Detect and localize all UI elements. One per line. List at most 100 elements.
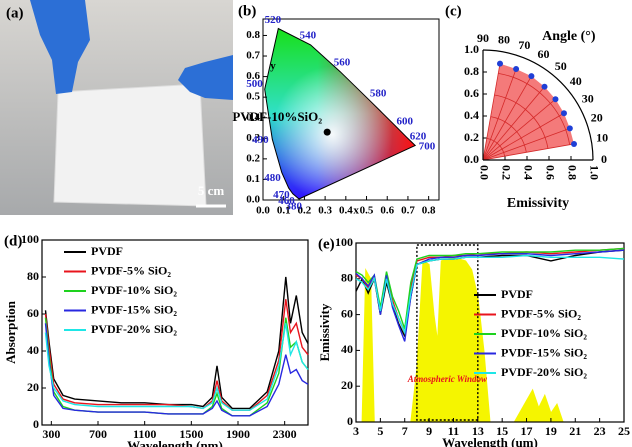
data-point	[513, 66, 519, 72]
legend-label: PVDF-10% SiO₂	[91, 283, 177, 297]
y-tick-label: 40	[341, 342, 353, 356]
panel-label: (b)	[238, 3, 256, 19]
wavelength-label: 520	[265, 14, 282, 26]
data-point	[528, 73, 534, 79]
y-tick-label: 40	[27, 343, 39, 357]
y-tick-label: 0.0	[246, 194, 260, 206]
fabric	[54, 84, 206, 206]
y-tick-label: 0.6	[464, 86, 479, 100]
x-axis-label: Emissivity	[507, 196, 569, 211]
x-tick-label: 0.6	[380, 205, 394, 217]
wavelength-label: 600	[396, 116, 413, 128]
panel-label: (d)	[4, 233, 22, 249]
y-tick-label: 60	[27, 306, 39, 320]
legend-label: PVDF	[91, 244, 123, 258]
y-tick-label: 80	[27, 269, 39, 283]
y-tick-label: 100	[21, 232, 39, 246]
series-line	[356, 250, 624, 336]
angle-label: 50	[555, 59, 567, 73]
angle-label: 70	[518, 38, 530, 52]
angle-label: 0	[601, 152, 607, 166]
x-tick-label: 19	[545, 424, 557, 438]
angle-label: 30	[582, 91, 594, 105]
y-tick-label: 20	[27, 380, 39, 394]
y-axis-label: Absorption	[3, 300, 18, 364]
y-tick-label: 0.8	[464, 64, 479, 78]
wavelength-label: 580	[370, 88, 387, 100]
legend-label: PVDF-5% SiO₂	[91, 263, 171, 277]
point-label: PVDF-10%SiO₂	[232, 109, 322, 124]
legend-label: PVDF-5% SiO₂	[501, 306, 581, 320]
x-tick-label: 23	[594, 424, 606, 438]
x-axis-label: Wavelength (nm)	[127, 438, 223, 447]
x-tick-label: 0.8	[422, 205, 436, 217]
x-tick-label: 0.7	[401, 205, 415, 217]
legend-label: PVDF	[501, 287, 533, 301]
window-label: Atmospheric Window	[407, 374, 488, 384]
x-tick-label: 5	[377, 424, 383, 438]
figure: 5 cm (a) 0.00.10.20.30.40.50.60.70.80.00…	[0, 0, 632, 447]
x-tick-label: 21	[569, 424, 581, 438]
y-tick-label: 80	[341, 271, 353, 285]
y-axis-label: Emissivity	[317, 303, 332, 361]
x-tick-label: 300	[42, 427, 60, 441]
x-tick-label: 7	[402, 424, 408, 438]
x-tick-label: 1900	[226, 427, 250, 441]
scale-bar-label: 5 cm	[198, 183, 225, 198]
y-tick-label: 0	[347, 414, 353, 428]
x-tick-label: 0.8	[565, 165, 579, 180]
x-tick-label: 0.0	[477, 165, 491, 180]
legend-label: PVDF-10% SiO₂	[501, 326, 587, 340]
series-line	[46, 323, 309, 416]
wavelength-label: 700	[419, 140, 436, 152]
x-tick-label: 1.0	[587, 165, 601, 180]
y-tick-label: 0.0	[464, 152, 479, 166]
wavelength-label: 490	[252, 134, 269, 146]
angle-label: 20	[591, 110, 603, 124]
panel-label: (a)	[6, 5, 24, 21]
x-tick-label: 700	[89, 427, 107, 441]
x-tick-label: 0.4	[339, 205, 353, 217]
angle-label: 10	[596, 131, 608, 145]
x-tick-label: 0.5	[360, 205, 374, 217]
angle-label: 40	[570, 74, 582, 88]
y-axis-label: y	[270, 60, 276, 72]
x-axis-label: x	[353, 205, 359, 217]
y-tick-label: 0.7	[246, 50, 260, 62]
legend-label: PVDF-15% SiO₂	[501, 345, 587, 359]
y-tick-label: 0.5	[246, 91, 260, 103]
y-tick-label: 100	[335, 235, 353, 249]
wavelength-label: 560	[334, 56, 351, 68]
y-tick-label: 0.4	[464, 108, 479, 122]
legend-label: PVDF-20% SiO₂	[91, 322, 177, 336]
x-tick-label: 0.6	[543, 165, 557, 180]
x-tick-label: 9	[426, 424, 432, 438]
y-tick-label: 0.2	[246, 152, 260, 164]
data-point	[552, 96, 558, 102]
wavelength-label: 500	[246, 78, 263, 90]
y-tick-label: 0	[33, 417, 39, 431]
legend-label: PVDF-15% SiO₂	[91, 302, 177, 316]
data-point	[571, 141, 577, 147]
x-tick-label: 2300	[273, 427, 297, 441]
y-tick-label: 0.2	[464, 130, 479, 144]
angle-label: 60	[538, 47, 550, 61]
wavelength-label: 540	[300, 30, 317, 42]
data-point	[542, 84, 548, 90]
legend-label: PVDF-20% SiO₂	[501, 365, 587, 379]
data-point	[497, 61, 503, 67]
series-line	[46, 323, 309, 410]
x-tick-label: 0.0	[256, 205, 270, 217]
chromaticity-point	[324, 129, 331, 136]
panel-label: (c)	[445, 3, 462, 19]
wavelength-label: 480	[264, 172, 281, 184]
y-tick-label: 0.1	[246, 173, 260, 185]
x-tick-label: 0.2	[499, 165, 513, 180]
y-tick-label: 0.8	[246, 29, 260, 41]
y-tick-label: 60	[341, 306, 353, 320]
angle-label: 80	[498, 33, 510, 47]
angle-label: 90	[477, 31, 489, 45]
chart-title: Angle (°)	[542, 29, 596, 44]
photo-panel: 5 cm (a)	[0, 0, 233, 215]
y-tick-label: 20	[341, 378, 353, 392]
